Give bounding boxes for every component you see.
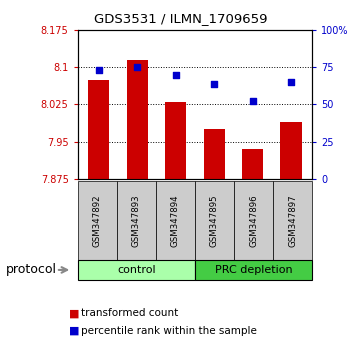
Bar [204, 129, 225, 179]
Point [288, 79, 294, 85]
Point [96, 67, 102, 73]
Text: GSM347896: GSM347896 [249, 194, 258, 247]
Bar [127, 60, 148, 179]
Text: GSM347894: GSM347894 [171, 194, 180, 247]
Point [211, 81, 217, 86]
Text: GDS3531 / ILMN_1709659: GDS3531 / ILMN_1709659 [94, 12, 267, 25]
Bar [165, 102, 186, 179]
Point [173, 72, 179, 78]
Text: ■: ■ [69, 326, 79, 336]
Text: control: control [117, 265, 156, 275]
Text: protocol: protocol [5, 263, 56, 276]
Bar [242, 149, 263, 179]
Text: transformed count: transformed count [81, 308, 178, 318]
Point [250, 99, 256, 104]
Bar [88, 80, 109, 179]
Text: ■: ■ [69, 308, 79, 318]
Text: PRC depletion: PRC depletion [215, 265, 292, 275]
Text: GSM347893: GSM347893 [132, 194, 141, 247]
Text: GSM347897: GSM347897 [288, 194, 297, 247]
Text: percentile rank within the sample: percentile rank within the sample [81, 326, 257, 336]
Point [134, 64, 140, 70]
Text: GSM347895: GSM347895 [210, 194, 219, 247]
Bar [280, 122, 301, 179]
Text: GSM347892: GSM347892 [93, 194, 102, 247]
